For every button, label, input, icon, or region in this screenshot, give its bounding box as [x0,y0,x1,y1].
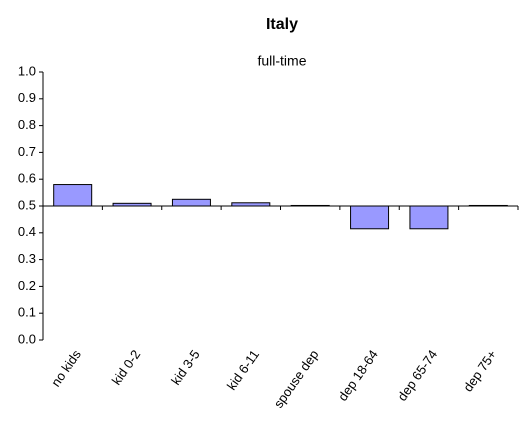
y-tick-label: 0.3 [18,251,36,266]
chart-subtitle: full-time [257,53,306,69]
bar [409,205,449,230]
y-tick-label: 0.4 [18,224,36,239]
y-tick-label: 0.6 [18,171,36,186]
bar [468,204,508,207]
bar [290,204,330,207]
y-tick-label: 0.0 [18,331,36,346]
bar [171,198,211,207]
y-tick-label: 0.1 [18,305,36,320]
x-tick-label: no kids [48,347,84,390]
chart-title: Italy [266,16,298,33]
x-tick-label: kid 0-2 [109,347,144,388]
y-tick-label: 0.9 [18,90,36,105]
y-tick-label: 1.0 [18,63,36,78]
bar [231,202,271,207]
x-tick-label: kid 6-11 [224,347,262,393]
x-tick-label: dep 75+ [460,347,499,394]
y-tick-label: 0.5 [18,197,36,212]
x-tick-label: dep 65-74 [394,347,440,404]
bar [53,184,93,207]
x-tick-label: spouse dep [271,347,322,411]
bar [350,205,390,230]
x-tick-label: dep 18-64 [335,347,381,404]
x-tick-label: kid 3-5 [168,347,203,388]
y-tick-label: 0.7 [18,144,36,159]
bar [112,202,152,207]
y-tick-label: 0.2 [18,278,36,293]
y-tick-label: 0.8 [18,117,36,132]
